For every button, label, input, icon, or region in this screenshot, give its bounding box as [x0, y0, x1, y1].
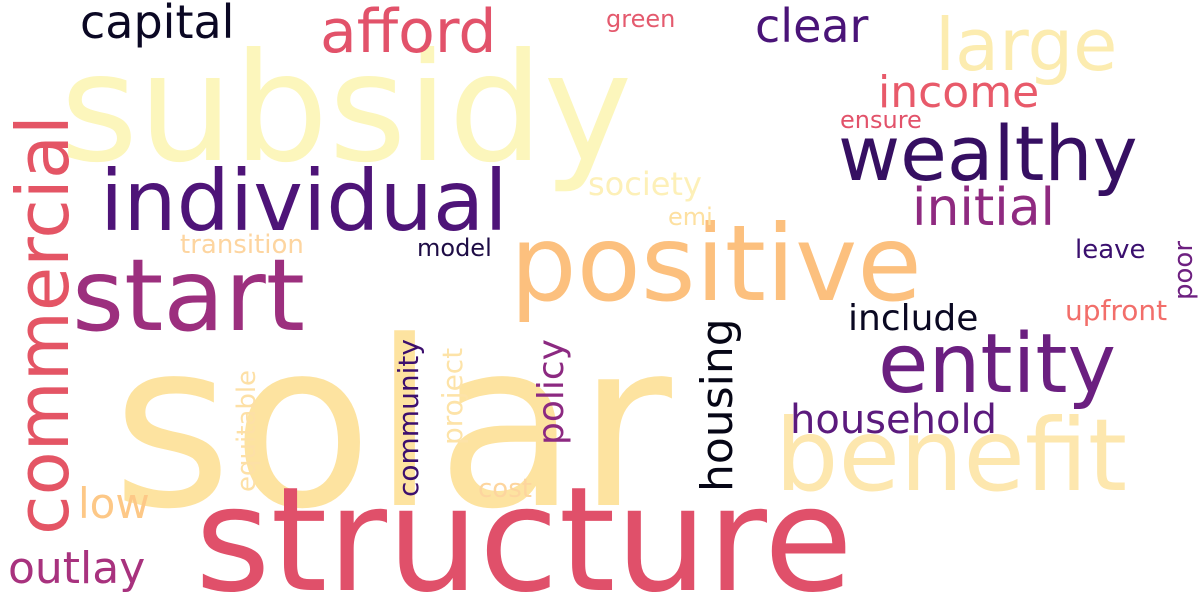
word-ensure: ensure	[840, 106, 922, 134]
word-model: model	[417, 234, 492, 262]
word-community: community	[392, 339, 425, 497]
word-cost: cost	[478, 474, 532, 504]
word-subsidy: subsidy	[60, 22, 632, 196]
word-low: low	[78, 479, 150, 528]
word-wealthy: wealthy	[838, 109, 1138, 198]
word-leave: leave	[1075, 235, 1146, 265]
word-structure: structure	[195, 456, 853, 600]
word-capital: capital	[80, 0, 234, 49]
word-poor: poor	[1169, 241, 1199, 300]
word-income: income	[878, 67, 1039, 118]
word-green: green	[606, 5, 675, 33]
word-policy: policy	[531, 339, 572, 445]
word-large: large	[935, 3, 1117, 87]
word-start: start	[72, 237, 305, 354]
word-equitable: equitable	[232, 370, 262, 492]
word-initial: initial	[912, 178, 1055, 238]
word-benefit: benefit	[775, 397, 1127, 514]
word-household: household	[790, 397, 997, 443]
word-positive: positive	[510, 203, 922, 325]
word-clear: clear	[755, 0, 869, 53]
word-solar: solar	[112, 293, 672, 560]
word-upfront: upfront	[1065, 294, 1167, 327]
word-transition: transition	[180, 230, 304, 260]
word-include: include	[848, 298, 978, 339]
word-housing: housing	[692, 318, 743, 492]
word-afford: afford	[320, 0, 497, 67]
word-individual: individual	[100, 152, 508, 250]
word-commercial: commercial	[1, 115, 85, 535]
word-project: project	[436, 348, 469, 445]
word-entity: entity	[878, 317, 1116, 412]
word-outlay: outlay	[8, 543, 145, 594]
word-emi: emi	[668, 203, 713, 231]
word-society: society	[588, 165, 702, 203]
